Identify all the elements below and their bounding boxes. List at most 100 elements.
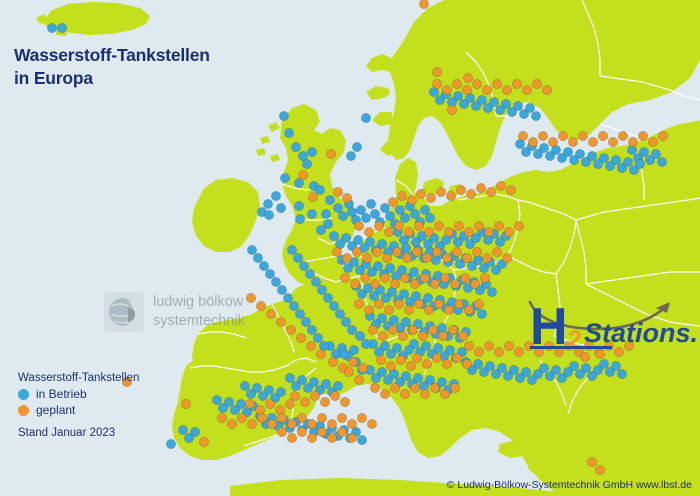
station-marker[interactable]: [527, 374, 538, 385]
station-marker[interactable]: [449, 278, 460, 289]
station-marker[interactable]: [488, 97, 499, 108]
station-marker[interactable]: [369, 208, 380, 219]
station-marker[interactable]: [381, 252, 392, 263]
station-marker[interactable]: [294, 213, 305, 224]
station-marker[interactable]: [339, 396, 350, 407]
station-marker[interactable]: [466, 260, 477, 271]
station-marker[interactable]: [122, 376, 133, 387]
station-marker[interactable]: [538, 130, 549, 141]
station-marker[interactable]: [502, 370, 513, 381]
station-marker[interactable]: [368, 290, 379, 301]
station-marker[interactable]: [581, 362, 592, 373]
station-marker[interactable]: [292, 252, 303, 263]
station-marker[interactable]: [382, 374, 393, 385]
station-marker[interactable]: [558, 130, 569, 141]
station-marker[interactable]: [223, 396, 234, 407]
station-marker[interactable]: [385, 360, 396, 371]
station-marker[interactable]: [470, 101, 481, 112]
station-marker[interactable]: [297, 169, 308, 180]
station-marker[interactable]: [391, 342, 402, 353]
station-marker[interactable]: [356, 434, 367, 445]
station-marker[interactable]: [278, 111, 289, 122]
station-marker[interactable]: [360, 338, 371, 349]
station-marker[interactable]: [444, 344, 455, 355]
station-marker[interactable]: [651, 148, 662, 159]
station-marker[interactable]: [648, 136, 659, 147]
station-marker[interactable]: [501, 252, 512, 263]
station-marker[interactable]: [353, 374, 364, 385]
station-marker[interactable]: [605, 366, 616, 377]
station-marker[interactable]: [409, 278, 420, 289]
station-marker[interactable]: [399, 388, 410, 399]
station-marker[interactable]: [424, 212, 435, 223]
station-marker[interactable]: [419, 0, 429, 9]
station-marker[interactable]: [296, 374, 307, 385]
station-marker[interactable]: [513, 101, 524, 112]
station-marker[interactable]: [580, 351, 591, 362]
station-marker[interactable]: [299, 396, 310, 407]
station-marker[interactable]: [284, 398, 295, 409]
station-marker[interactable]: [276, 412, 287, 423]
station-marker[interactable]: [285, 324, 296, 335]
station-marker[interactable]: [658, 130, 669, 141]
station-marker[interactable]: [347, 356, 358, 367]
station-marker[interactable]: [399, 272, 410, 283]
station-marker[interactable]: [395, 354, 406, 365]
station-marker[interactable]: [461, 252, 472, 263]
station-marker[interactable]: [312, 332, 323, 343]
station-marker[interactable]: [521, 366, 532, 377]
station-marker[interactable]: [264, 398, 275, 409]
station-marker[interactable]: [289, 390, 300, 401]
station-marker[interactable]: [500, 99, 511, 110]
station-marker[interactable]: [275, 316, 286, 327]
station-marker[interactable]: [353, 298, 364, 309]
station-marker[interactable]: [379, 202, 390, 213]
station-marker[interactable]: [493, 220, 504, 231]
station-marker[interactable]: [514, 220, 525, 231]
station-marker[interactable]: [363, 304, 374, 315]
station-marker[interactable]: [229, 404, 240, 415]
station-marker[interactable]: [638, 130, 649, 141]
station-marker[interactable]: [306, 208, 317, 219]
station-marker[interactable]: [356, 288, 367, 299]
station-marker[interactable]: [262, 198, 273, 209]
station-marker[interactable]: [548, 136, 559, 147]
station-marker[interactable]: [276, 284, 287, 295]
station-marker[interactable]: [358, 242, 369, 253]
station-marker[interactable]: [293, 177, 304, 188]
station-marker[interactable]: [629, 164, 640, 175]
station-marker[interactable]: [343, 366, 354, 377]
station-marker[interactable]: [355, 204, 366, 215]
station-marker[interactable]: [495, 180, 506, 191]
station-marker[interactable]: [332, 380, 343, 391]
station-marker[interactable]: [462, 282, 473, 293]
station-marker[interactable]: [506, 107, 517, 118]
station-marker[interactable]: [491, 246, 502, 257]
station-marker[interactable]: [275, 386, 286, 397]
station-marker[interactable]: [316, 426, 327, 437]
station-marker[interactable]: [251, 382, 262, 393]
station-marker[interactable]: [624, 340, 635, 351]
station-marker[interactable]: [484, 360, 495, 371]
station-marker[interactable]: [360, 212, 371, 223]
station-marker[interactable]: [342, 262, 353, 273]
station-marker[interactable]: [611, 360, 622, 371]
station-marker[interactable]: [189, 426, 200, 437]
station-marker[interactable]: [376, 238, 387, 249]
station-marker[interactable]: [338, 348, 349, 359]
station-marker[interactable]: [441, 358, 452, 369]
station-marker[interactable]: [393, 298, 404, 309]
station-marker[interactable]: [617, 162, 628, 173]
station-marker[interactable]: [514, 346, 525, 357]
station-marker[interactable]: [463, 226, 474, 237]
station-marker[interactable]: [245, 292, 256, 303]
station-marker[interactable]: [413, 220, 424, 231]
station-marker[interactable]: [275, 202, 286, 213]
station-marker[interactable]: [357, 362, 368, 373]
station-marker[interactable]: [336, 412, 347, 423]
station-marker[interactable]: [461, 358, 472, 369]
station-marker[interactable]: [422, 292, 433, 303]
station-marker[interactable]: [453, 298, 464, 309]
station-marker[interactable]: [245, 388, 256, 399]
station-marker[interactable]: [496, 362, 507, 373]
